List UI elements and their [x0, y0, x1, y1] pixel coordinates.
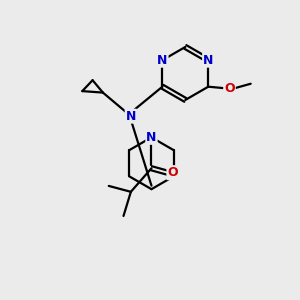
Text: N: N [126, 110, 136, 123]
Text: O: O [167, 166, 178, 179]
Text: O: O [224, 82, 235, 95]
Text: N: N [203, 54, 214, 67]
Text: N: N [157, 54, 168, 67]
Text: N: N [146, 131, 157, 144]
